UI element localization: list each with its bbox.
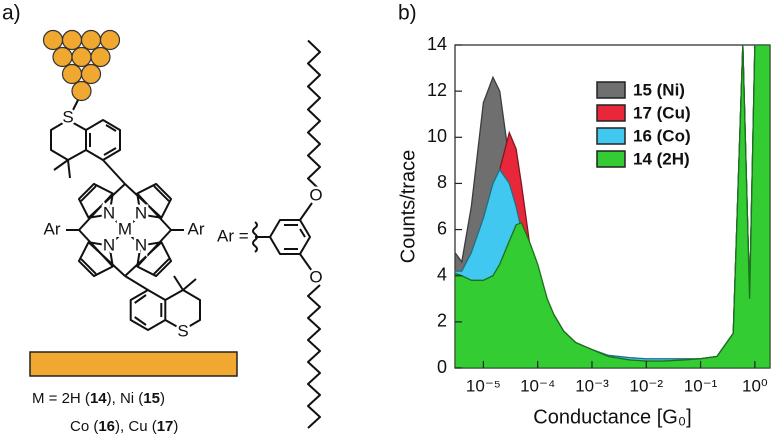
legend-label: 15 (Ni): [633, 80, 685, 99]
bond: [80, 185, 97, 202]
legend-swatch: [596, 127, 626, 145]
y-tick-label: 6: [437, 218, 447, 238]
chain: [307, 39, 321, 191]
bond: [108, 229, 126, 247]
y-tick-label: 8: [437, 172, 447, 192]
chain: [307, 284, 321, 429]
atom-label: N: [135, 235, 147, 254]
y-tick-label: 4: [437, 264, 447, 284]
x-axis-title: Conductance [G₀]: [533, 406, 691, 428]
caption-part: M = 2H (: [32, 390, 90, 407]
x-tick-label: 10⁻⁵: [466, 376, 501, 395]
area: [455, 45, 770, 368]
caption-part: 15: [143, 390, 160, 407]
panel-label: b): [398, 2, 417, 25]
y-tick-label: 2: [437, 311, 447, 331]
caption-part: ), Cu (: [115, 418, 157, 435]
atom-label: S: [62, 107, 73, 126]
atom-label: O: [309, 185, 322, 204]
bond: [124, 229, 142, 247]
atom-label: Ar: [188, 219, 205, 238]
atom-label: O: [309, 267, 322, 286]
atom-label: Ar: [44, 219, 61, 238]
y-tick-label: 0: [437, 357, 447, 377]
caption: Co (16), Cu (17): [70, 418, 178, 435]
caption-part: ): [160, 390, 165, 407]
bond: [87, 241, 126, 277]
y-tick-label: 10: [427, 126, 447, 146]
legend-swatch: [596, 104, 626, 122]
bond: [78, 192, 114, 231]
caption-part: ), Ni (: [107, 390, 144, 407]
x-tick-label: 10⁻³: [575, 376, 609, 395]
legend-label: 17 (Cu): [633, 103, 691, 122]
panel-label: a): [2, 2, 21, 25]
atom-label: S: [177, 321, 188, 340]
gold-electrode: [29, 351, 238, 377]
legend-label: 14 (2H): [633, 149, 690, 168]
bond: [80, 258, 97, 275]
bonds: [50, 99, 313, 331]
gold-cluster: [42, 29, 121, 102]
y-tick-label: 12: [427, 80, 447, 100]
caption-part: Co (: [70, 418, 98, 435]
caption-part: ): [173, 418, 178, 435]
atom-label: N: [103, 235, 115, 254]
legend-swatch: [596, 150, 626, 168]
bond: [108, 213, 126, 231]
chart: 0 2 4 6 8 10 12 14 10⁻⁵ 10⁻⁴ 10⁻³ 10⁻² 10⁻¹ 10⁰ Conduc…: [397, 34, 770, 428]
structure: M = 2H (14), Ni (15) Co (16), Cu (17) Ar…: [29, 29, 325, 435]
bond: [153, 185, 170, 202]
porphyrin: [77, 182, 173, 278]
caption-part: 14: [90, 390, 107, 407]
bond: [153, 258, 170, 275]
caption-part: 16: [98, 418, 115, 435]
caption: M = 2H (14), Ni (15): [32, 390, 165, 407]
y-tick-label: 14: [427, 34, 447, 54]
x-tick-label: 10⁻²: [630, 376, 664, 395]
alkyl-chains: [307, 39, 321, 429]
bond: [124, 213, 142, 231]
bond: [136, 229, 172, 268]
legend-label: 16 (Co): [633, 126, 691, 145]
atom-label: N: [135, 203, 147, 222]
atom-label: N: [103, 203, 115, 222]
atom-label: M: [118, 219, 132, 238]
ar-definition: Ar =: [217, 226, 249, 245]
y-axis-title: Counts/trace: [397, 150, 419, 263]
x-tick-label: 10⁻⁴: [520, 376, 555, 395]
bond: [124, 183, 163, 219]
x-tick-label: 10⁰: [742, 376, 768, 395]
x-tick-label: 10⁻¹: [684, 376, 718, 395]
legend-swatch: [596, 81, 626, 99]
caption-part: 17: [157, 418, 174, 435]
